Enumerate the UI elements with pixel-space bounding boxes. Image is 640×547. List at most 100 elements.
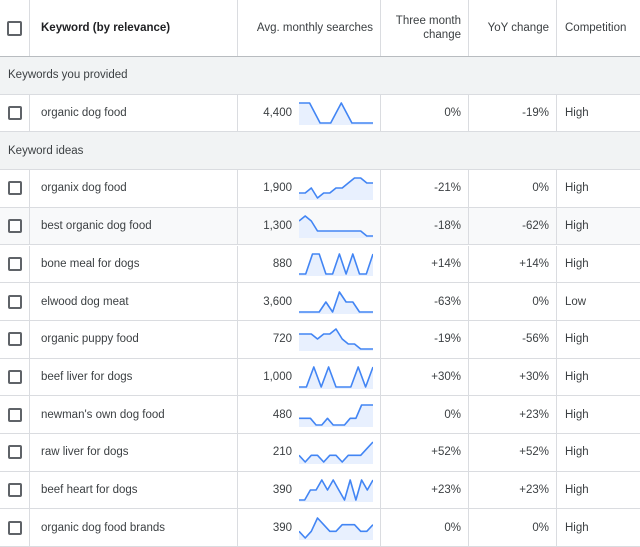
keyword-text: beef heart for dogs xyxy=(41,484,138,497)
competition-cell: High xyxy=(557,246,640,283)
sparkline-area xyxy=(299,366,373,389)
row-checkbox[interactable] xyxy=(7,219,22,234)
avg-searches-value: 720 xyxy=(272,333,292,346)
table-row[interactable]: beef liver for dogs 1,000 +30% +30% High xyxy=(0,358,640,397)
row-checkbox[interactable] xyxy=(7,106,22,121)
row-checkbox[interactable] xyxy=(7,445,22,460)
avg-searches-value: 1,000 xyxy=(263,370,292,383)
three-month-change-value: -21% xyxy=(434,182,461,195)
row-checkbox[interactable] xyxy=(7,256,22,271)
table-row[interactable]: best organic dog food 1,300 -18% -62% High xyxy=(0,207,640,246)
sparkline-line xyxy=(299,366,373,388)
select-all-checkbox[interactable] xyxy=(7,20,22,36)
row-checkbox[interactable] xyxy=(7,407,22,422)
keyword-text: beef liver for dogs xyxy=(41,370,133,383)
three-month-change-cell: +23% xyxy=(381,471,469,509)
competition-cell: High xyxy=(557,208,640,245)
table-row[interactable]: bone meal for dogs 880 +14% +14% High xyxy=(0,245,640,284)
row-checkbox-cell xyxy=(0,358,30,396)
avg-searches-value: 1,300 xyxy=(263,220,292,233)
keyword-cell: beef heart for dogs xyxy=(30,471,238,509)
sparkline-line xyxy=(299,290,373,313)
competition-value: Low xyxy=(565,295,587,308)
yoy-change-cell: -62% xyxy=(469,207,557,245)
trend-sparkline[interactable] xyxy=(299,252,373,276)
table-row[interactable]: organic dog food 4,400 0% -19% High xyxy=(0,94,640,133)
sparkline-line xyxy=(299,328,373,351)
table-row[interactable]: raw liver for dogs 210 +52% +52% High xyxy=(0,434,640,472)
trend-sparkline[interactable] xyxy=(299,327,373,352)
competition-value: High xyxy=(565,408,589,421)
keyword-cell: organix dog food xyxy=(30,170,238,207)
yoy-change-value: -62% xyxy=(522,220,549,233)
row-checkbox-cell xyxy=(0,434,30,471)
competition-value: High xyxy=(565,484,589,497)
three-month-change-cell: 0% xyxy=(381,94,469,132)
competition-cell: High xyxy=(557,472,640,509)
competition-value: High xyxy=(565,182,589,195)
yoy-change-value: +23% xyxy=(519,408,549,421)
three-month-change-value: -18% xyxy=(434,220,461,233)
trend-sparkline[interactable] xyxy=(299,403,373,427)
table-header: Keyword (by relevance) Avg. monthly sear… xyxy=(0,0,640,57)
three-month-header-label: Three month change xyxy=(396,14,461,42)
table-row[interactable]: organix dog food 1,900 -21% 0% High xyxy=(0,170,640,208)
competition-cell: High xyxy=(557,396,640,433)
trend-sparkline[interactable] xyxy=(299,516,373,540)
three-month-change-value: +30% xyxy=(431,370,461,383)
table-row[interactable]: beef heart for dogs 390 +23% +23% High xyxy=(0,471,640,510)
keyword-cell: newman's own dog food xyxy=(30,396,238,433)
keyword-text: elwood dog meat xyxy=(41,295,129,308)
avg-searches-cell: 4,400 xyxy=(238,94,381,132)
yoy-change-value: 0% xyxy=(532,295,549,308)
trend-sparkline[interactable] xyxy=(299,290,373,314)
group-label: Keyword ideas xyxy=(8,144,84,157)
column-header-keyword[interactable]: Keyword (by relevance) xyxy=(30,0,238,56)
trend-sparkline[interactable] xyxy=(299,440,373,465)
yoy-change-value: +52% xyxy=(519,446,549,459)
keyword-cell: best organic dog food xyxy=(30,207,238,245)
three-month-change-cell: +30% xyxy=(381,358,469,396)
keyword-cell: elwood dog meat xyxy=(30,283,238,320)
trend-sparkline[interactable] xyxy=(299,478,373,503)
table-row[interactable]: elwood dog meat 3,600 -63% 0% Low xyxy=(0,283,640,321)
three-month-change-value: +14% xyxy=(431,257,461,270)
yoy-change-value: -19% xyxy=(522,107,549,120)
three-month-change-value: 0% xyxy=(444,521,461,534)
trend-sparkline[interactable] xyxy=(299,101,373,126)
competition-value: High xyxy=(565,370,589,383)
avg-searches-value: 4,400 xyxy=(263,107,292,120)
three-month-change-cell: -21% xyxy=(381,170,469,207)
trend-sparkline[interactable] xyxy=(299,365,373,389)
column-header-competition[interactable]: Competition xyxy=(557,0,640,56)
avg-searches-cell: 1,000 xyxy=(238,358,381,396)
yoy-change-value: +14% xyxy=(519,257,549,270)
row-checkbox[interactable] xyxy=(7,294,22,309)
keyword-cell: bone meal for dogs xyxy=(30,245,238,283)
three-month-change-cell: -63% xyxy=(381,283,469,320)
row-checkbox[interactable] xyxy=(7,483,22,498)
yoy-change-cell: 0% xyxy=(469,509,557,547)
trend-sparkline[interactable] xyxy=(299,214,373,239)
row-checkbox[interactable] xyxy=(7,369,22,384)
trend-sparkline[interactable] xyxy=(299,176,373,201)
row-checkbox[interactable] xyxy=(7,181,22,196)
sparkline-area xyxy=(299,517,373,540)
column-header-avg-searches[interactable]: Avg. monthly searches xyxy=(238,0,381,56)
table-row[interactable]: organic dog food brands 390 0% 0% High xyxy=(0,509,640,547)
avg-searches-value: 390 xyxy=(272,484,292,497)
row-checkbox[interactable] xyxy=(7,520,22,535)
three-month-header-line1: Three month xyxy=(395,15,461,27)
sparkline-area xyxy=(299,329,373,352)
table-row[interactable]: newman's own dog food 480 0% +23% High xyxy=(0,396,640,434)
column-header-three-month-change[interactable]: Three month change xyxy=(381,0,469,56)
row-checkbox[interactable] xyxy=(7,332,22,347)
table-row[interactable]: organic puppy food 720 -19% -56% High xyxy=(0,320,640,359)
yoy-header-label: YoY change xyxy=(487,22,549,34)
competition-value: High xyxy=(565,521,589,534)
three-month-change-value: +23% xyxy=(431,484,461,497)
three-month-change-cell: 0% xyxy=(381,396,469,433)
column-header-yoy-change[interactable]: YoY change xyxy=(469,0,557,56)
keyword-text: best organic dog food xyxy=(41,220,152,233)
